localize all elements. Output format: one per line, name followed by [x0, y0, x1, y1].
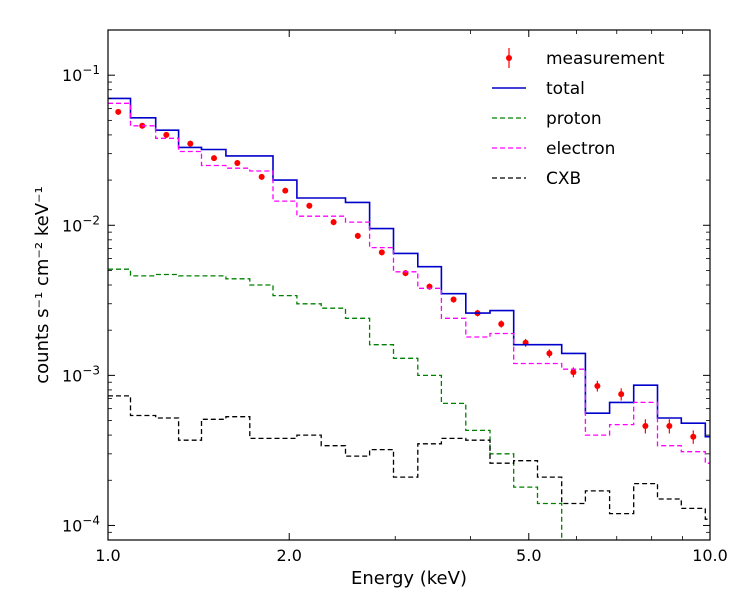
x-axis-label: Energy (keV) — [351, 568, 467, 589]
x-tick-label: 2.0 — [276, 546, 301, 565]
measurement-point — [450, 296, 457, 303]
y-tick-label: 10−2 — [62, 213, 100, 235]
measurement-point — [354, 232, 361, 239]
measurement-point — [642, 422, 649, 429]
legend-proton-label: proton — [546, 109, 602, 129]
axis-ticks: 1.0 2.0 5.0 10.0 10−1 10−2 10−3 10−4 — [62, 29, 728, 565]
series-cxb-line — [108, 395, 710, 520]
x-tick-label: 10.0 — [692, 546, 728, 565]
plot-frame — [107, 29, 711, 541]
measurement-point — [258, 173, 265, 180]
y-axis-label: counts s⁻¹ cm⁻² keV⁻¹ — [32, 186, 53, 383]
legend-measurement-label: measurement — [546, 49, 665, 69]
measurement-point — [690, 433, 697, 440]
y-tick-label: 10−4 — [62, 513, 100, 535]
legend-total-label: total — [546, 79, 585, 99]
series-total-line — [108, 97, 710, 438]
measurement-point — [402, 270, 409, 277]
measurement-point — [378, 249, 385, 256]
x-tick-label: 5.0 — [516, 546, 541, 565]
y-tick-label: 10−1 — [62, 63, 100, 85]
measurement-point — [330, 219, 337, 226]
x-tick-label: 1.0 — [95, 546, 120, 565]
measurement-point — [570, 369, 577, 376]
measurement-point — [187, 140, 194, 147]
measurement-point — [618, 391, 625, 398]
measurement-point — [666, 422, 673, 429]
measurement-point — [498, 320, 505, 327]
legend-measurement-marker — [506, 55, 512, 61]
measurement-point — [163, 131, 170, 138]
measurement-point — [211, 155, 218, 162]
series-proton-line — [108, 268, 563, 540]
legend: measurement total proton electron CXB — [492, 48, 665, 189]
measurement-point — [282, 187, 289, 194]
y-tick-label: 10−3 — [62, 363, 100, 385]
measurement-point — [306, 202, 313, 209]
measurement-point — [234, 159, 241, 166]
measurement-point — [115, 108, 122, 115]
measurement-point — [594, 382, 601, 389]
plot-area — [108, 97, 710, 540]
measurement-point — [546, 350, 553, 357]
series-electron-line — [108, 102, 710, 464]
legend-electron-label: electron — [546, 139, 615, 159]
legend-cxb-label: CXB — [546, 169, 581, 189]
